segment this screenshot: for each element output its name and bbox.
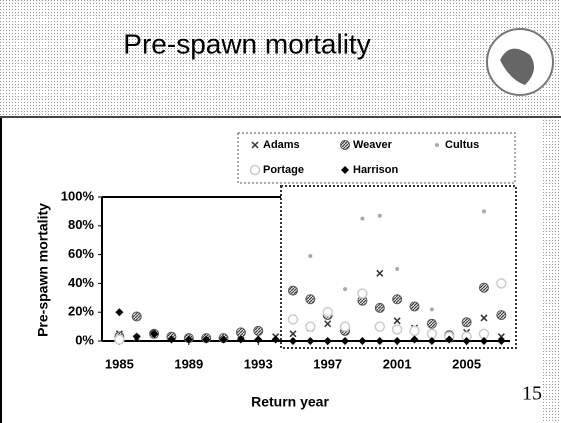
legend-marker	[435, 143, 439, 147]
point	[497, 337, 506, 345]
point	[445, 335, 454, 344]
point	[305, 321, 316, 332]
title-background	[0, 0, 561, 116]
y-tick-label: 60%	[68, 246, 94, 261]
point	[479, 337, 488, 345]
point	[115, 308, 124, 317]
point	[287, 285, 298, 296]
y-tick-label: 20%	[68, 304, 94, 319]
point	[236, 335, 245, 344]
point	[426, 318, 437, 329]
point	[478, 328, 490, 340]
point	[496, 310, 507, 321]
legend-label: Harrison	[353, 164, 399, 176]
point	[427, 337, 436, 345]
logo-shape	[500, 48, 534, 85]
point	[357, 288, 368, 299]
legend-marker	[340, 140, 350, 150]
point	[339, 321, 351, 332]
legend-marker	[251, 141, 259, 149]
legend-box	[237, 132, 516, 184]
x-tick-label: 2005	[452, 356, 481, 371]
point	[360, 216, 365, 221]
point	[376, 269, 384, 277]
highlight-box	[280, 185, 517, 349]
point	[374, 302, 385, 313]
legend-label: Weaver	[353, 139, 393, 151]
point	[496, 278, 507, 289]
legend-label: Portage	[263, 164, 304, 176]
point	[322, 306, 333, 318]
point	[341, 337, 350, 345]
point	[132, 332, 141, 341]
point	[288, 337, 297, 345]
point	[393, 337, 402, 345]
page-number: 15	[522, 383, 542, 405]
point	[462, 337, 471, 345]
point	[253, 325, 264, 336]
x-tick-label: 1989	[174, 356, 203, 371]
point	[167, 335, 176, 344]
point	[323, 337, 332, 345]
point	[343, 287, 348, 292]
point	[254, 335, 263, 344]
point	[429, 307, 434, 312]
legend-marker	[341, 166, 349, 174]
point	[481, 209, 486, 214]
point	[391, 324, 403, 335]
point	[271, 335, 280, 344]
y-tick-label: 80%	[68, 217, 94, 232]
point	[306, 337, 315, 345]
point	[461, 317, 472, 328]
legend-label: Adams	[263, 139, 300, 151]
slide-title: Pre-spawn mortality	[123, 28, 370, 59]
y-axis-label: Pre-spawn mortality	[35, 203, 51, 337]
point	[409, 325, 420, 337]
x-tick-label: 2001	[383, 356, 412, 371]
point	[374, 321, 386, 332]
point	[289, 330, 297, 338]
point	[114, 334, 125, 345]
x-axis-label: Return year	[251, 394, 329, 410]
point	[377, 213, 382, 218]
x-tick-label: 1993	[244, 356, 273, 371]
y-tick-label: 100%	[61, 188, 95, 203]
point	[287, 314, 299, 325]
point	[202, 335, 211, 344]
point	[395, 267, 400, 271]
side-strip	[541, 118, 561, 423]
point	[375, 337, 384, 345]
point	[324, 320, 332, 328]
point	[184, 335, 193, 344]
point	[150, 329, 159, 338]
y-tick-label: 0%	[75, 332, 94, 347]
point	[235, 327, 246, 338]
point	[358, 337, 367, 345]
point	[308, 254, 313, 259]
point	[480, 314, 488, 322]
legend-marker	[249, 164, 261, 176]
point	[478, 282, 489, 293]
x-tick-label: 1985	[105, 356, 134, 371]
point	[131, 311, 142, 322]
y-tick-label: 40%	[68, 275, 94, 290]
point	[392, 294, 403, 305]
point	[219, 335, 228, 344]
point	[393, 317, 401, 325]
point	[426, 328, 438, 340]
legend-label: Cultus	[445, 139, 479, 151]
point	[409, 301, 420, 312]
point	[497, 333, 505, 341]
x-tick-label: 1997	[313, 356, 342, 371]
point	[410, 335, 419, 344]
point	[305, 294, 316, 305]
